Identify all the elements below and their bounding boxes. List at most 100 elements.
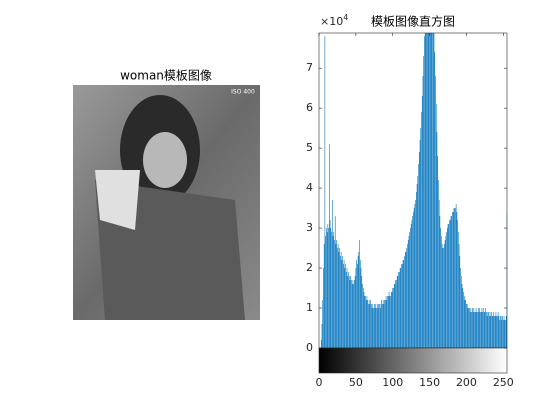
- bar: [421, 112, 422, 348]
- bar: [438, 180, 439, 348]
- bar: [363, 292, 365, 348]
- bar: [340, 252, 342, 348]
- bar: [476, 312, 478, 348]
- bar: [348, 272, 349, 348]
- bar: [329, 144, 330, 348]
- bar: [429, 33, 430, 348]
- bar: [424, 36, 425, 348]
- bar: [417, 176, 419, 348]
- bar: [440, 228, 441, 348]
- bar: [353, 284, 354, 348]
- bar: [482, 312, 483, 348]
- bar: [493, 312, 495, 348]
- bar: [323, 244, 325, 348]
- multiplier-base: ×10: [320, 15, 343, 28]
- bar: [351, 284, 353, 348]
- bar: [340, 256, 341, 348]
- bar: [452, 212, 454, 348]
- bar: [491, 312, 492, 348]
- bar: [457, 220, 458, 348]
- bar: [477, 308, 479, 348]
- bar: [326, 232, 328, 348]
- bar: [472, 308, 473, 348]
- bar: [371, 308, 373, 348]
- bar: [390, 292, 392, 348]
- bar: [369, 304, 371, 348]
- y-tick-label: 5: [306, 141, 313, 154]
- bar: [430, 33, 431, 348]
- bar: [400, 268, 402, 348]
- bar: [326, 228, 327, 348]
- bar: [409, 232, 410, 348]
- bar: [503, 320, 504, 348]
- bar: [335, 244, 337, 348]
- bar: [382, 304, 383, 348]
- bar: [456, 212, 458, 348]
- bar: [453, 208, 455, 348]
- y-tick-label: 4: [306, 181, 313, 194]
- bar: [345, 272, 347, 348]
- bar: [320, 340, 322, 348]
- bar: [422, 76, 424, 348]
- bar: [354, 276, 356, 348]
- photo: ISO 400: [73, 85, 260, 320]
- bar: [393, 288, 394, 348]
- bar: [494, 316, 495, 348]
- image-title: woman模板图像: [120, 69, 212, 83]
- bar: [416, 184, 418, 348]
- bar: [407, 240, 409, 348]
- bar: [410, 224, 412, 348]
- bar: [498, 316, 500, 348]
- bar: [352, 280, 354, 348]
- bar: [330, 228, 332, 348]
- bar: [447, 224, 449, 348]
- bar: [465, 300, 467, 348]
- bar: [334, 216, 336, 348]
- bar: [403, 260, 405, 348]
- bar: [362, 288, 364, 348]
- bar: [387, 296, 388, 348]
- bar: [433, 33, 435, 348]
- bar: [342, 256, 343, 348]
- bar: [337, 244, 339, 348]
- bar: [472, 312, 474, 348]
- bar: [324, 36, 326, 348]
- bar: [343, 260, 345, 348]
- bar: [480, 312, 482, 348]
- bar: [394, 284, 396, 348]
- bar: [376, 304, 378, 348]
- bar: [334, 240, 335, 348]
- bar: [377, 308, 379, 348]
- bar: [474, 312, 475, 348]
- y-tick-label: 7: [306, 61, 313, 74]
- bar: [375, 304, 377, 348]
- bar: [399, 268, 401, 348]
- bar: [404, 252, 406, 348]
- bar: [501, 320, 503, 348]
- bar: [401, 264, 402, 348]
- bar: [364, 296, 366, 348]
- bar: [444, 244, 445, 348]
- bar: [450, 216, 452, 348]
- bar: [413, 208, 415, 348]
- bar: [351, 280, 352, 348]
- photo-label: ISO 400: [231, 89, 255, 96]
- bar: [405, 252, 407, 348]
- bar: [458, 232, 459, 348]
- x-tick-label: 200: [456, 376, 477, 389]
- bar: [360, 268, 362, 348]
- x-tick-label: 100: [382, 376, 403, 389]
- bar: [421, 96, 423, 348]
- bar: [402, 260, 404, 348]
- bar: [442, 248, 444, 348]
- bar: [480, 312, 481, 348]
- bar: [483, 308, 484, 348]
- bar: [460, 276, 462, 348]
- bar: [426, 33, 427, 348]
- bar: [366, 296, 368, 348]
- bar: [466, 304, 467, 348]
- bar: [435, 76, 436, 348]
- bar: [349, 280, 351, 348]
- bar: [331, 200, 333, 348]
- bar: [449, 220, 451, 348]
